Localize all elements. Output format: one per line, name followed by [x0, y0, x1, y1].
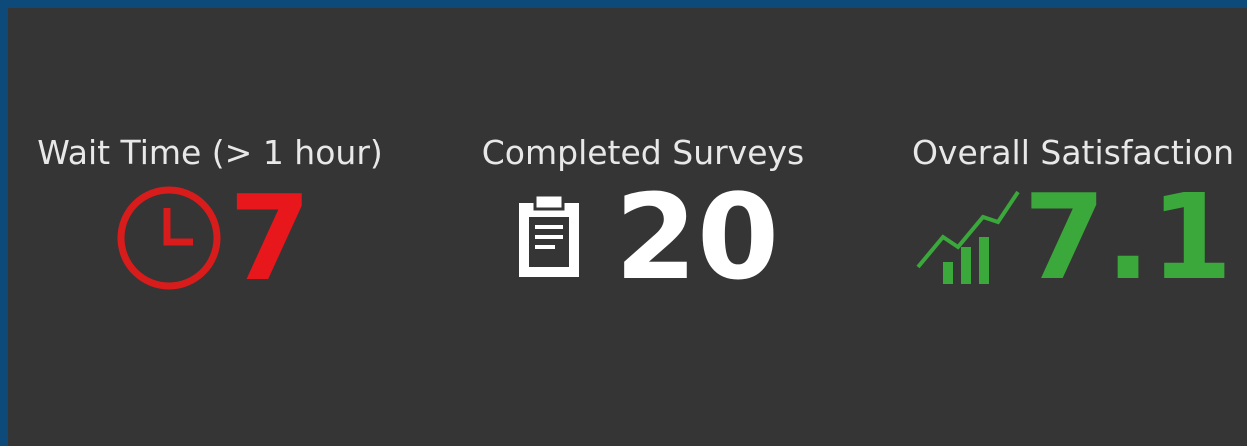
indicator-label: Overall Satisfaction: [911, 133, 1235, 172]
dashboard-panel: Wait Time (> 1 hour) 7 Completed Surveys…: [8, 8, 1247, 446]
clipboard-icon: [518, 193, 579, 277]
indicator: Wait Time (> 1 hour) 7: [30, 133, 390, 298]
indicator-value: 7.1: [1023, 168, 1233, 306]
indicator-value: 7: [228, 169, 312, 307]
indicator: Overall Satisfaction 7.1: [893, 133, 1247, 296]
trend-icon: [916, 190, 1021, 284]
indicator-value: 20: [614, 168, 780, 306]
clock-icon: [117, 186, 221, 290]
indicator: Completed Surveys 20: [463, 133, 823, 296]
indicator-label: Completed Surveys: [481, 133, 805, 172]
indicator-label: Wait Time (> 1 hour): [37, 133, 383, 172]
